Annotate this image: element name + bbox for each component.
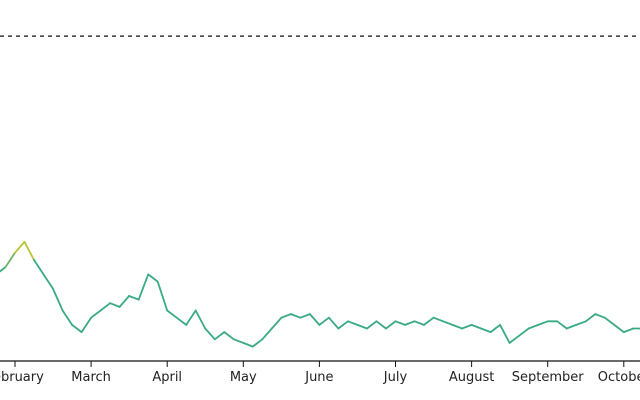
series-line-segment <box>223 331 235 341</box>
series-line-segment <box>432 316 445 323</box>
series-line-segment <box>251 338 264 348</box>
series-line-segment <box>280 313 292 319</box>
series-line-segment <box>594 313 606 319</box>
x-axis-ticks: February March April May June July August Septe… <box>0 361 640 385</box>
series-line-segment <box>508 334 521 344</box>
series-line-segment <box>584 313 597 323</box>
series-line-segment <box>537 320 549 326</box>
series-line-segment <box>61 309 73 326</box>
series-line-segment <box>356 323 368 330</box>
series-line-segment <box>556 320 568 330</box>
series-line-segment <box>242 341 254 348</box>
x-tick-label: October <box>598 370 640 385</box>
series-line-segment <box>23 240 35 261</box>
data-series <box>0 240 640 348</box>
series-line-segment <box>14 240 26 254</box>
series-line-segment <box>375 320 387 330</box>
series-line-segment <box>480 327 492 334</box>
series-line-segment <box>499 323 511 344</box>
x-tick-label: June <box>304 370 333 385</box>
series-line-segment <box>175 316 188 326</box>
series-line-segment <box>613 323 625 334</box>
series-line-segment <box>527 323 540 330</box>
x-tick-label: March <box>71 370 111 385</box>
series-line-segment <box>337 320 349 330</box>
series-line-segment <box>147 273 159 283</box>
series-line-segment <box>461 323 473 330</box>
series-line-segment <box>33 258 45 276</box>
x-tick-label: September <box>512 370 585 385</box>
series-line-segment <box>213 331 226 341</box>
series-line-segment <box>118 295 131 308</box>
series-line-segment <box>489 323 502 334</box>
series-line-segment <box>394 320 406 326</box>
series-line-segment <box>99 302 111 312</box>
series-line-segment <box>71 323 83 334</box>
series-line-segment <box>128 295 140 301</box>
x-tick-label: February <box>0 370 44 385</box>
series-line-segment <box>90 309 102 319</box>
series-line-segment <box>366 320 378 330</box>
series-line-segment <box>42 273 54 290</box>
series-line-segment <box>137 273 150 301</box>
series-line-segment <box>603 316 616 326</box>
series-line-segment <box>327 316 340 330</box>
series-line-segment <box>575 320 587 326</box>
x-tick-label: August <box>449 370 495 385</box>
series-line-segment <box>109 302 121 308</box>
series-line-segment <box>52 287 64 312</box>
series-line-segment <box>261 327 273 341</box>
series-line-segment <box>404 320 416 326</box>
series-line-segment <box>413 320 425 326</box>
series-line-segment <box>423 316 435 326</box>
x-tick-label: May <box>230 370 257 385</box>
series-line-segment <box>565 323 578 330</box>
series-line-segment <box>0 266 7 273</box>
series-line-segment <box>232 338 245 344</box>
series-line-segment <box>442 320 454 326</box>
series-line-segment <box>308 313 321 326</box>
series-line-segment <box>80 316 92 334</box>
series-line-segment <box>4 251 16 269</box>
series-line-segment <box>385 320 397 330</box>
series-line-segment <box>318 316 330 326</box>
series-line-segment <box>289 313 302 319</box>
series-line-segment <box>518 327 530 337</box>
x-tick-label: July <box>383 370 408 385</box>
series-line-segment <box>346 320 359 326</box>
series-line-segment <box>204 327 216 341</box>
series-line-segment <box>622 327 635 334</box>
x-tick-label: April <box>152 370 182 385</box>
series-line-segment <box>166 309 178 319</box>
series-line-segment <box>194 309 207 330</box>
series-line-segment <box>299 313 311 319</box>
series-line-segment <box>470 323 483 330</box>
series-line-segment <box>270 316 283 330</box>
series-line-segment <box>156 280 169 312</box>
series-line-segment <box>185 309 197 326</box>
series-line-segment <box>451 323 464 330</box>
